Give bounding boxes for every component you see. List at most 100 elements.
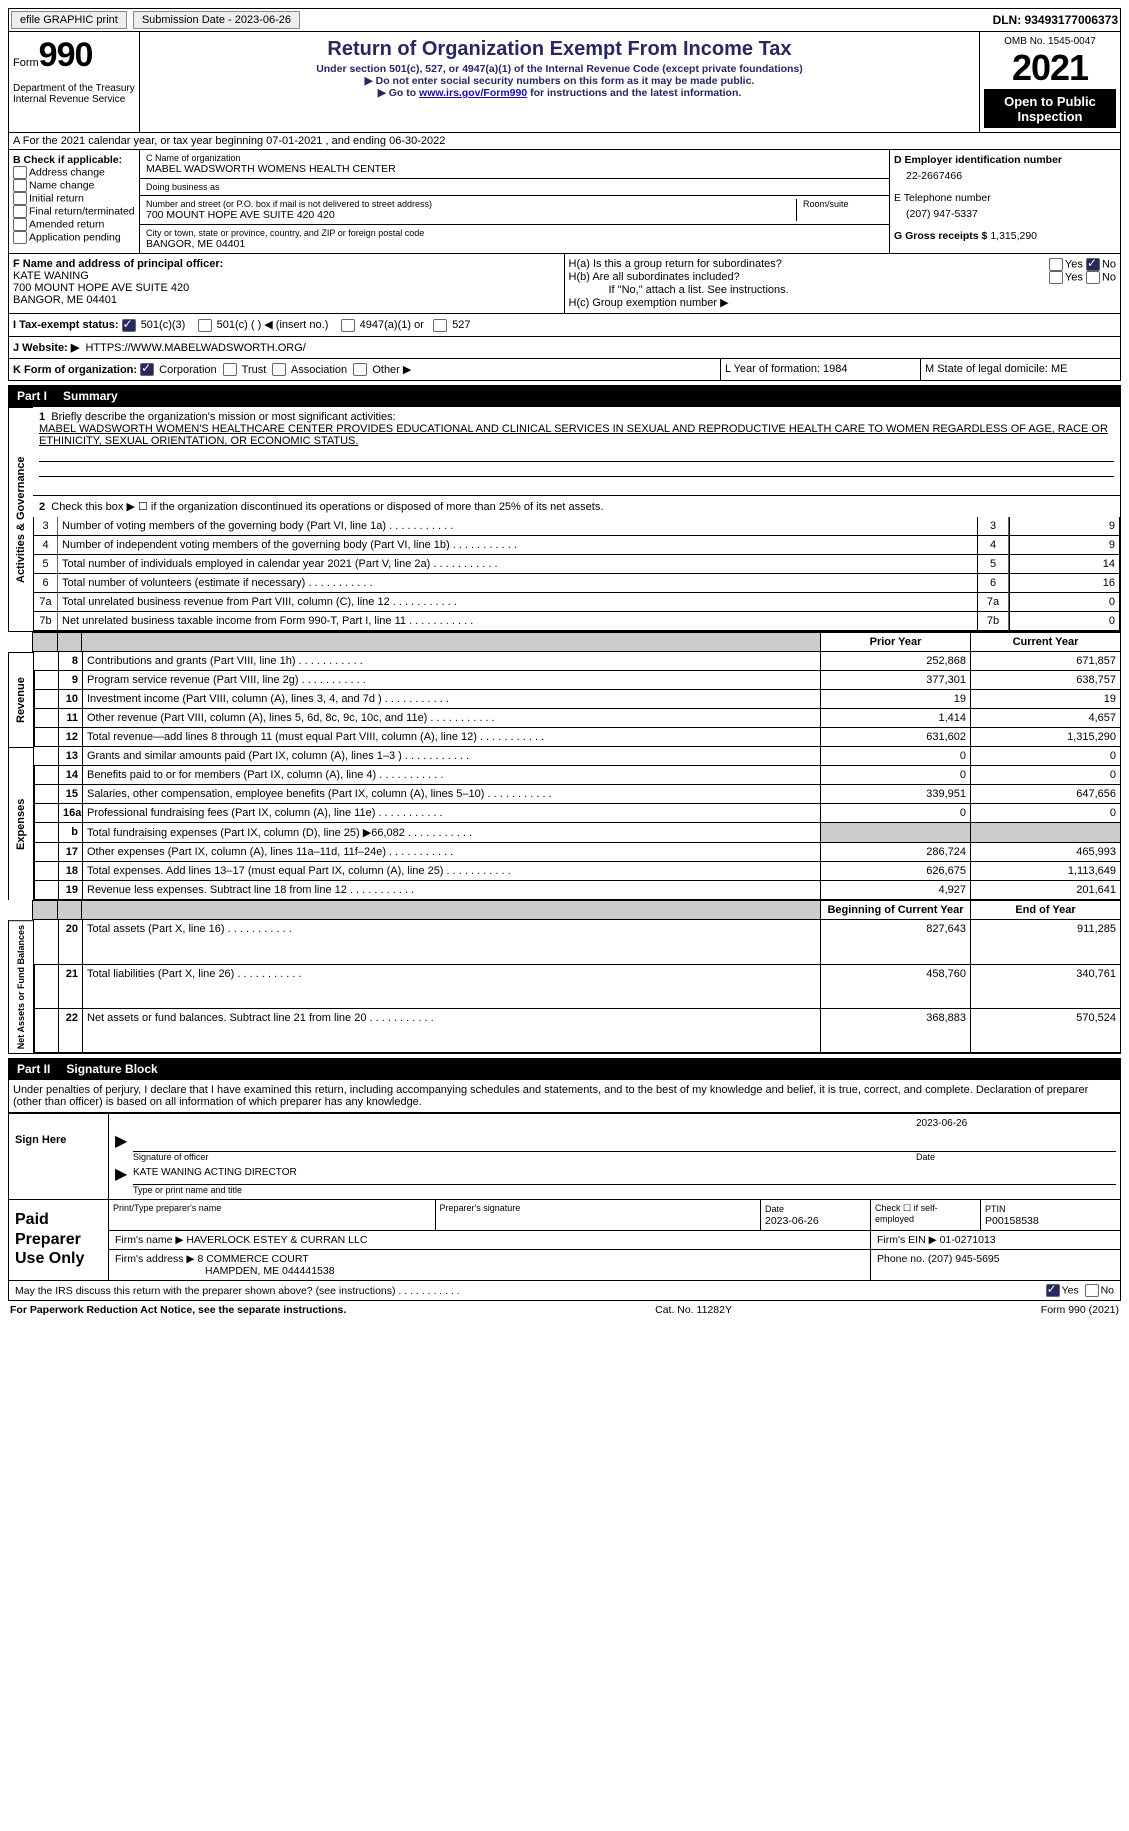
prior-year: 286,724 <box>820 843 970 862</box>
chk-assoc[interactable] <box>272 363 286 376</box>
tel-label: E Telephone number <box>894 192 1116 204</box>
line-text: Total liabilities (Part X, line 26) <box>82 965 820 1009</box>
line-num: 4 <box>34 536 58 555</box>
line2: 2 Check this box ▶ ☐ if the organization… <box>33 496 1120 517</box>
sig-arrow-icon: ▶ <box>115 1164 127 1184</box>
part1-title: Summary <box>63 389 118 403</box>
chk-corp[interactable] <box>140 363 154 376</box>
firm-ein: 01-0271013 <box>940 1234 996 1246</box>
check-name[interactable] <box>13 179 27 192</box>
line-text: Contributions and grants (Part VIII, lin… <box>82 652 820 671</box>
line1-label: Briefly describe the organization's miss… <box>51 411 395 423</box>
k-label: K Form of organization: <box>13 364 137 376</box>
check-address[interactable] <box>13 166 27 179</box>
officer-addr: 700 MOUNT HOPE AVE SUITE 420 <box>13 282 560 294</box>
efile-print-button[interactable]: efile GRAPHIC print <box>11 11 127 29</box>
open-to-public: Open to Public Inspection <box>984 90 1116 128</box>
firm-name: HAVERLOCK ESTEY & CURRAN LLC <box>186 1234 367 1246</box>
chk-other[interactable] <box>353 363 367 376</box>
discuss-no[interactable] <box>1085 1284 1099 1297</box>
prior-year: 458,760 <box>820 965 970 1009</box>
line-side <box>34 747 58 766</box>
line-num: 10 <box>58 690 82 709</box>
b-item: Name change <box>29 179 94 191</box>
prior-year: 626,675 <box>820 862 970 881</box>
current-year: 0 <box>970 766 1120 785</box>
sig-officer-label: Signature of officer <box>133 1152 916 1162</box>
line-text: Total number of individuals employed in … <box>58 555 977 574</box>
line-ref: 4 <box>977 536 1009 555</box>
line-num: b <box>58 823 82 843</box>
h-note: If "No," attach a list. See instructions… <box>569 284 1117 296</box>
prep-sig-label: Preparer's signature <box>440 1203 757 1213</box>
dept-label: Department of the Treasury Internal Reve… <box>13 83 135 105</box>
chk-trust[interactable] <box>223 363 237 376</box>
check-final[interactable] <box>13 205 27 218</box>
telephone: (207) 947-5337 <box>894 204 1116 230</box>
state-domicile: M State of legal domicile: ME <box>920 359 1120 381</box>
line-val: 9 <box>1009 536 1119 555</box>
gross-receipts: 1,315,290 <box>990 230 1037 242</box>
penalty-text: Under penalties of perjury, I declare th… <box>8 1080 1121 1113</box>
line-side <box>34 690 58 709</box>
pra-notice: For Paperwork Reduction Act Notice, see … <box>10 1304 346 1316</box>
line-num: 7a <box>34 593 58 612</box>
irs-link[interactable]: www.irs.gov/Form990 <box>419 87 527 99</box>
prior-year: 1,414 <box>820 709 970 728</box>
line-num: 21 <box>58 965 82 1009</box>
line1: 1 Briefly describe the organization's mi… <box>33 407 1120 496</box>
line-side <box>34 652 58 671</box>
current-year: 647,656 <box>970 785 1120 804</box>
cat-no: Cat. No. 11282Y <box>655 1304 732 1316</box>
chk-4947[interactable] <box>341 319 355 332</box>
line-text: Salaries, other compensation, employee b… <box>82 785 820 804</box>
line-side <box>34 671 58 690</box>
b-item: Initial return <box>29 192 84 204</box>
year-formation: L Year of formation: 1984 <box>720 359 920 381</box>
line-num: 3 <box>34 517 58 536</box>
ha-yes[interactable] <box>1049 258 1063 271</box>
line-side <box>34 881 58 900</box>
current-year: 638,757 <box>970 671 1120 690</box>
line-ref: 6 <box>977 574 1009 593</box>
k-other: Other ▶ <box>372 364 411 376</box>
i-4947: 4947(a)(1) or <box>360 319 424 331</box>
prior-year: 4,927 <box>820 881 970 900</box>
h-b: H(b) Are all subordinates included? <box>569 271 740 284</box>
line-ref: 7b <box>977 612 1009 631</box>
ha-no[interactable] <box>1086 258 1100 271</box>
sign-here-label: Sign Here <box>9 1114 109 1199</box>
i-501c: 501(c) ( ) ◀ (insert no.) <box>217 319 329 331</box>
line-text: Grants and similar amounts paid (Part IX… <box>82 747 820 766</box>
side-net: Net Assets or Fund Balances <box>9 920 33 1053</box>
phone-label: Phone no. <box>877 1253 925 1265</box>
h-c: H(c) Group exemption number ▶ <box>569 296 1117 309</box>
chk-501c3[interactable] <box>122 319 136 332</box>
check-amended[interactable] <box>13 218 27 231</box>
line-num: 9 <box>58 671 82 690</box>
hdr-eoy: End of Year <box>970 901 1120 920</box>
discuss-yes[interactable] <box>1046 1284 1060 1297</box>
check-initial[interactable] <box>13 192 27 205</box>
chk-527[interactable] <box>433 319 447 332</box>
line-side <box>34 728 58 747</box>
prior-year: 0 <box>820 804 970 823</box>
b-item: Address change <box>29 166 105 178</box>
form-ref: Form 990 (2021) <box>1041 1304 1119 1316</box>
line-ref: 7a <box>977 593 1009 612</box>
side-governance: Activities & Governance <box>9 407 33 631</box>
line-num: 17 <box>58 843 82 862</box>
check-pending[interactable] <box>13 231 27 244</box>
part1-header: Part I Summary <box>8 385 1121 407</box>
submission-date-button[interactable]: Submission Date - 2023-06-26 <box>133 11 300 29</box>
sig-arrow-icon: ▶ <box>115 1131 127 1151</box>
section-a: A For the 2021 calendar year, or tax yea… <box>8 133 1121 150</box>
c-street-label: Number and street (or P.O. box if mail i… <box>146 199 796 209</box>
current-year: 1,315,290 <box>970 728 1120 747</box>
hb-no[interactable] <box>1086 271 1100 284</box>
hb-yes[interactable] <box>1049 271 1063 284</box>
line-text: Number of independent voting members of … <box>58 536 977 555</box>
chk-501c[interactable] <box>198 319 212 332</box>
date-label: Date <box>916 1152 1116 1162</box>
form-subtitle-1: Under section 501(c), 527, or 4947(a)(1)… <box>144 63 975 75</box>
